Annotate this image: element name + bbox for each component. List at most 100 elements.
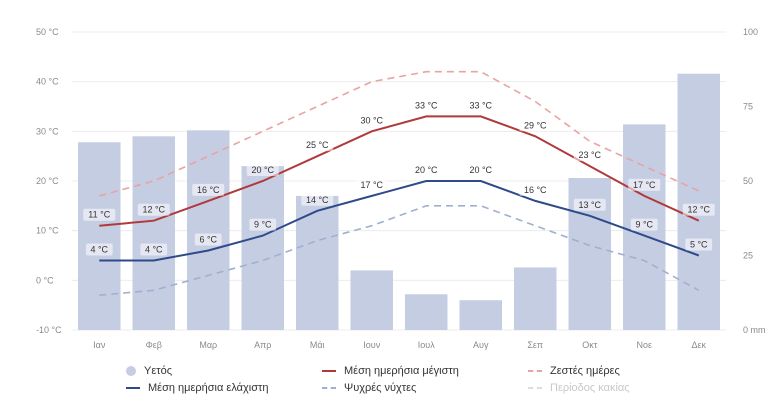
point-label-bg — [249, 218, 277, 231]
left-tick-label: 40 °C — [36, 77, 59, 87]
right-axis-ticks: 0 mm 25 50 75 100 — [743, 27, 766, 335]
precipitation-bar — [132, 136, 176, 330]
point-label-bg — [137, 203, 170, 216]
x-tick-label: Σεπ — [527, 340, 543, 350]
precipitation-bar — [350, 270, 394, 330]
legend-label: Υετός — [144, 365, 173, 377]
legend-swatch — [126, 387, 140, 389]
point-label-bg — [140, 243, 168, 256]
point-label-bg — [410, 164, 443, 176]
temperature-lines — [99, 70, 700, 296]
x-tick-label: Ιουν — [363, 340, 380, 350]
legend-label: Ψυχρές νύχτες — [344, 382, 417, 394]
point-label-bg — [685, 238, 713, 251]
x-tick-label: Νοε — [636, 340, 652, 350]
left-tick-label: 10 °C — [36, 226, 59, 236]
x-tick-label: Φεβ — [146, 340, 162, 350]
point-label-bg — [192, 183, 225, 196]
x-tick-label: Μάι — [310, 340, 325, 350]
point-label: 20 °C — [415, 165, 438, 175]
legend-label: Ζεστές ημέρες — [550, 365, 620, 377]
extreme-temperature-dashed-line — [99, 205, 700, 296]
point-label-bg — [355, 178, 388, 191]
point-label-bg — [682, 203, 715, 216]
temperature-line — [99, 180, 700, 262]
point-label: 13 °C — [578, 200, 601, 210]
legend-item: Περίοδος κακίας — [528, 382, 630, 394]
point-label: 4 °C — [90, 244, 108, 254]
point-label-bg — [464, 99, 497, 112]
x-tick-label: Δεκ — [691, 340, 706, 350]
point-label: 17 °C — [633, 180, 656, 190]
point-label: 6 °C — [199, 235, 217, 245]
x-tick-label: Οκτ — [582, 340, 598, 350]
right-tick-label: 50 — [743, 176, 753, 186]
precipitation-bar — [295, 195, 339, 330]
point-label: 16 °C — [197, 185, 220, 195]
precipitation-bar — [677, 73, 721, 330]
point-label: 12 °C — [687, 205, 710, 215]
x-tick-label: Αυγ — [473, 340, 489, 350]
point-label-bg — [410, 99, 443, 112]
point-label: 29 °C — [524, 120, 547, 130]
legend-item: Μέση ημερήσια μέγιστη — [322, 365, 459, 377]
precipitation-bar — [513, 267, 557, 330]
x-tick-label: Απρ — [254, 340, 271, 350]
x-tick-label: Μαρ — [199, 340, 217, 350]
point-label-bg — [301, 193, 334, 206]
point-label-bg — [83, 208, 116, 221]
x-axis-ticks: Ιαν Φεβ Μαρ Απρ Μάι Ιουν Ιουλ Αυγ Σεπ Οκτ Νοε Δεκ — [93, 340, 706, 350]
legend-item: Ψυχρές νύχτες — [322, 382, 416, 394]
left-tick-label: 50 °C — [36, 27, 59, 37]
point-label-bg — [628, 178, 661, 191]
point-label: 16 °C — [524, 185, 547, 195]
point-label-bg — [246, 164, 279, 176]
legend-swatch — [322, 370, 336, 372]
temperature-line — [99, 115, 700, 227]
x-tick-label: Ιουλ — [418, 340, 435, 350]
left-axis-ticks: -10 °C 0 °C 10 °C 20 °C 30 °C 40 °C 50 °C — [36, 27, 62, 335]
point-label: 20 °C — [251, 165, 274, 175]
point-label: 33 °C — [469, 100, 492, 110]
right-tick-label: 100 — [743, 27, 758, 37]
legend-item: Μέση ημερήσια ελάχιστη — [126, 382, 268, 394]
point-label-bg — [519, 119, 552, 132]
precipitation-bar — [186, 130, 230, 330]
point-label: 20 °C — [469, 165, 492, 175]
legend-item: Υετός — [126, 365, 172, 377]
point-label-bg — [573, 149, 606, 162]
point-label: 33 °C — [415, 100, 438, 110]
x-tick-label: Ιαν — [93, 340, 106, 350]
precipitation-bar — [404, 294, 448, 330]
right-tick-label: 75 — [743, 102, 753, 112]
point-label-bg — [519, 183, 552, 196]
point-label-bg — [464, 164, 497, 176]
point-label: 11 °C — [88, 210, 110, 220]
point-label-bg — [301, 139, 334, 152]
point-label-bg — [573, 198, 606, 211]
point-label: 23 °C — [578, 150, 601, 160]
point-label: 9 °C — [254, 220, 272, 230]
precipitation-bar — [459, 300, 503, 330]
legend-swatch — [126, 366, 136, 376]
legend-label: Μέση ημερήσια ελάχιστη — [148, 382, 269, 394]
precipitation-bars — [77, 73, 721, 330]
legend-item: Ζεστές ημέρες — [528, 365, 620, 377]
legend-swatch — [528, 370, 542, 372]
precipitation-bar — [77, 142, 121, 330]
point-label: 9 °C — [635, 220, 653, 230]
point-label: 12 °C — [142, 205, 165, 215]
legend-swatch — [322, 387, 336, 389]
legend-label: Περίοδος κακίας — [550, 382, 630, 394]
left-tick-label: 20 °C — [36, 176, 59, 186]
point-label-bg — [194, 233, 222, 246]
extreme-temperature-dashed-line — [99, 70, 700, 197]
point-label: 25 °C — [306, 140, 329, 150]
left-tick-label: 0 °C — [36, 275, 54, 285]
gridlines — [72, 31, 726, 331]
point-label-bg — [85, 243, 113, 256]
point-label-bg — [630, 218, 658, 231]
point-label: 17 °C — [360, 180, 383, 190]
